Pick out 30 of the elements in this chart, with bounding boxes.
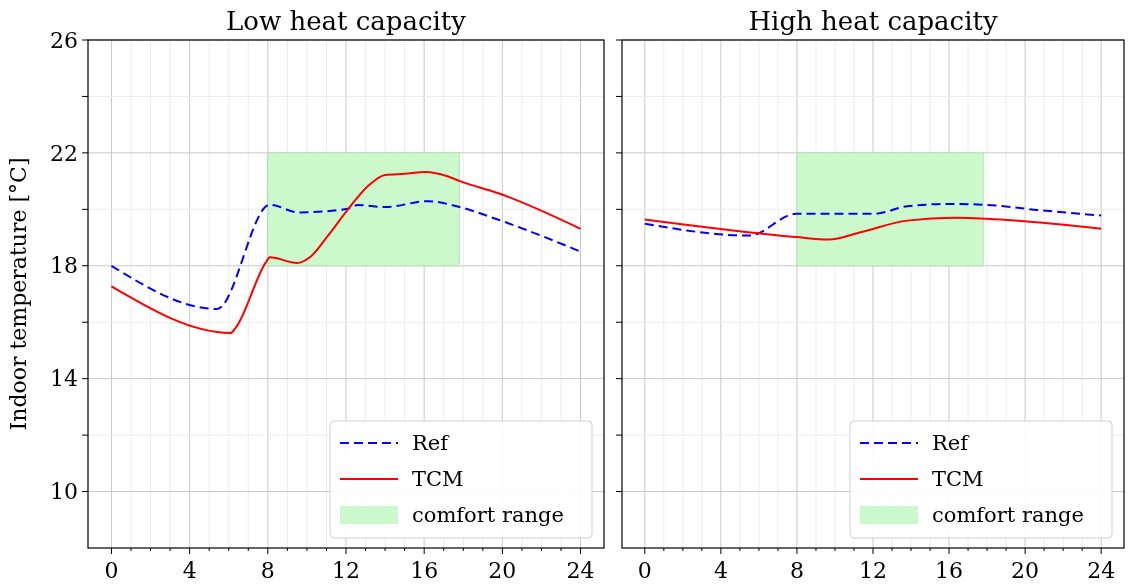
legend-label: Ref <box>932 431 971 456</box>
x-tick-label: 0 <box>104 558 119 583</box>
y-tick-label: 10 <box>50 479 78 505</box>
chart-title: Low heat capacity <box>225 6 467 36</box>
x-tick-label: 4 <box>182 558 197 583</box>
x-tick-label: 0 <box>637 558 652 583</box>
legend-label: TCM <box>932 467 984 492</box>
x-tick-label: 16 <box>935 558 964 583</box>
x-tick-label: 20 <box>1011 558 1040 583</box>
y-axis-title: Indoor temperature [°C] <box>6 157 31 431</box>
x-tick-label: 8 <box>260 558 275 583</box>
x-tick-label: 24 <box>566 558 595 583</box>
x-tick-label: 8 <box>789 558 804 583</box>
y-tick-label: 22 <box>50 140 78 166</box>
x-tick-label: 24 <box>1087 558 1116 583</box>
line-series <box>110 200 582 310</box>
y-tick-label: 26 <box>50 27 78 53</box>
line-series <box>110 171 582 334</box>
y-tick-label: 14 <box>50 366 78 392</box>
x-tick-label: 4 <box>713 558 728 583</box>
legend-label: comfort range <box>932 503 1084 528</box>
x-tick-label: 20 <box>488 558 517 583</box>
x-tick-label: 12 <box>332 558 360 583</box>
y-tick-label: 18 <box>50 253 78 279</box>
x-tick-label: 12 <box>859 558 887 583</box>
legend-label: TCM <box>412 467 464 492</box>
legend-label: comfort range <box>412 503 564 528</box>
legend-label: Ref <box>412 431 451 456</box>
x-tick-label: 16 <box>410 558 439 583</box>
chart-title: High heat capacity <box>748 6 998 36</box>
